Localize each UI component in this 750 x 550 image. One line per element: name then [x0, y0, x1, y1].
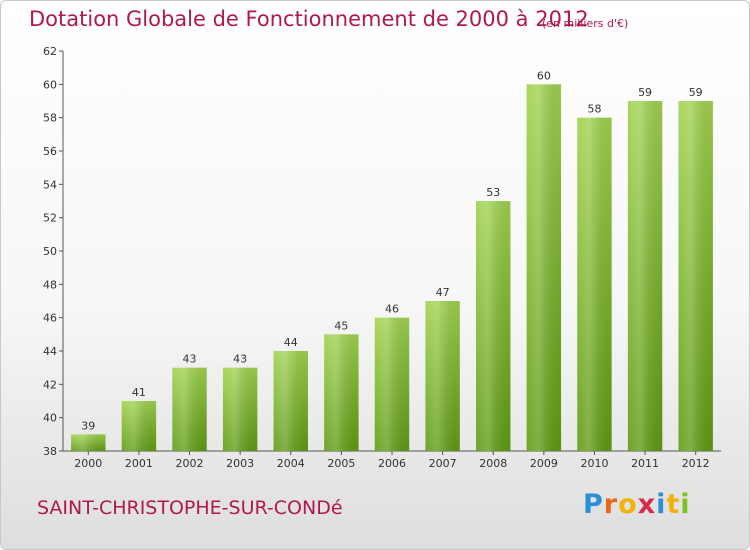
y-tick-label: 48	[43, 278, 57, 291]
x-tick-label: 2002	[176, 457, 204, 470]
x-tick-label: 2010	[580, 457, 608, 470]
x-tick-label: 2001	[125, 457, 153, 470]
x-tick-label: 2004	[277, 457, 305, 470]
x-tick-label: 2000	[74, 457, 102, 470]
data-label: 47	[436, 286, 450, 299]
logo-letter: i	[680, 489, 691, 520]
y-tick-label: 54	[43, 178, 57, 191]
bar-highlight	[627, 101, 663, 451]
y-tick-label: 42	[43, 378, 57, 391]
data-label: 43	[233, 353, 247, 366]
data-label: 43	[183, 353, 197, 366]
y-tick-label: 62	[43, 45, 57, 58]
data-label: 39	[81, 419, 95, 432]
y-tick-label: 50	[43, 245, 57, 258]
bar-highlight	[324, 334, 359, 451]
proxiti-logo[interactable]: Proxiti	[583, 489, 691, 520]
x-tick-label: 2007	[429, 457, 457, 470]
x-tick-label: 2009	[530, 457, 558, 470]
data-label: 60	[537, 69, 551, 82]
logo-letter: x	[637, 489, 657, 520]
y-tick-label: 44	[43, 345, 57, 358]
data-label: 58	[587, 103, 601, 116]
x-tick-label: 2005	[327, 457, 355, 470]
bar-highlight	[678, 101, 713, 451]
x-tick-label: 2012	[682, 457, 710, 470]
bar-highlight	[526, 84, 562, 451]
data-label: 45	[334, 319, 348, 332]
y-tick-label: 60	[43, 78, 57, 91]
bar-highlight	[425, 301, 460, 451]
chart-title: Dotation Globale de Fonctionnement de 20…	[29, 7, 589, 31]
bar-highlight	[273, 351, 308, 451]
y-tick-label: 58	[43, 112, 57, 125]
data-label: 44	[284, 336, 298, 349]
x-tick-label: 2006	[378, 457, 406, 470]
data-label: 59	[638, 86, 652, 99]
logo-letter: P	[583, 489, 604, 520]
y-tick-label: 52	[43, 212, 57, 225]
y-tick-label: 56	[43, 145, 57, 158]
logo-letter: r	[603, 489, 619, 520]
y-tick-label: 40	[43, 412, 57, 425]
y-tick-label: 46	[43, 312, 57, 325]
y-tick-label: 38	[43, 445, 57, 458]
logo-letter: o	[618, 489, 638, 520]
bar-highlight	[172, 367, 207, 451]
x-tick-label: 2011	[631, 457, 659, 470]
data-label: 41	[132, 386, 146, 399]
bar-highlight	[577, 117, 612, 452]
bar-highlight	[476, 201, 511, 451]
bar-highlight	[121, 401, 157, 451]
logo-letter: t	[666, 489, 681, 520]
data-label: 53	[486, 186, 500, 199]
bar-highlight	[374, 317, 410, 451]
data-label: 46	[385, 303, 399, 316]
x-tick-label: 2003	[226, 457, 254, 470]
bar-highlight	[71, 434, 106, 451]
data-label: 59	[689, 86, 703, 99]
logo-letter: i	[656, 489, 667, 520]
commune-name: SAINT-CHRISTOPHE-SUR-CONDé	[37, 497, 343, 519]
x-tick-label: 2008	[479, 457, 507, 470]
chart-subtitle: (en milliers d'€)	[542, 17, 629, 30]
bar-highlight	[222, 367, 258, 451]
